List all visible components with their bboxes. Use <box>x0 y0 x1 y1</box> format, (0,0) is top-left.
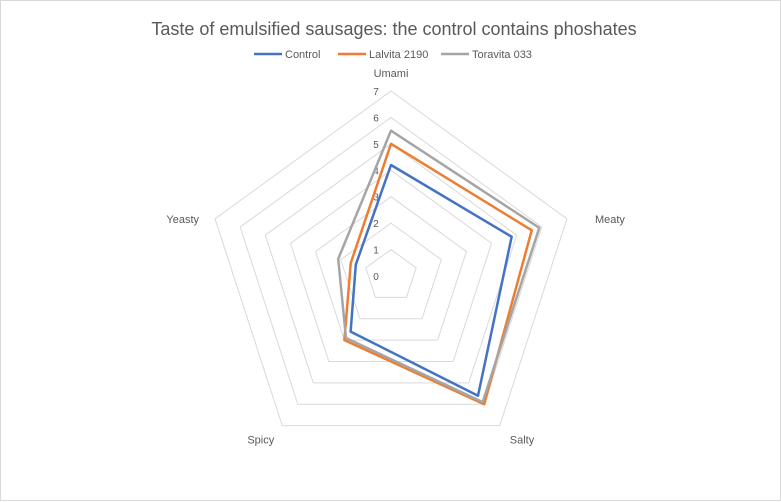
legend: Control Lalvita 2190 Toravita 033 <box>254 49 532 61</box>
grid-ring-2 <box>340 222 442 320</box>
legend-entry: Lalvita 2190 <box>369 49 428 61</box>
grid-ring-3 <box>315 196 467 341</box>
radar-grid <box>214 90 568 427</box>
tick-label: 5 <box>373 140 379 151</box>
legend-entry: Control <box>285 49 320 61</box>
tick-label: 2 <box>373 219 379 230</box>
tick-label: 0 <box>373 272 379 283</box>
tick-label: 1 <box>373 246 379 257</box>
tick-label: 3 <box>373 193 379 204</box>
grid-ring-5 <box>264 143 518 384</box>
grid-ring-6 <box>239 116 543 405</box>
chart-title: Taste of emulsified sausages: the contro… <box>151 19 636 39</box>
axis-labels: Umami Meaty Salty Spicy Yeasty <box>166 68 625 447</box>
series-line-lalvita-2190 <box>343 142 534 406</box>
axis-label-yeasty: Yeasty <box>166 214 199 226</box>
tick-label: 7 <box>373 87 379 98</box>
axis-label-umami: Umami <box>374 68 409 80</box>
axis-label-spicy: Spicy <box>247 435 274 447</box>
radial-tick-labels: 0 1 2 3 4 5 6 7 <box>373 87 379 283</box>
series-line-control <box>349 163 513 397</box>
grid-ring-7 <box>214 90 568 427</box>
axis-label-meaty: Meaty <box>595 214 625 226</box>
tick-label: 4 <box>373 166 379 177</box>
axis-label-salty: Salty <box>510 435 535 447</box>
grid-ring-1 <box>365 248 417 298</box>
legend-entry: Toravita 033 <box>472 49 532 61</box>
data-series <box>336 129 541 406</box>
series-line-toravita-033 <box>336 129 541 404</box>
tick-label: 6 <box>373 113 379 124</box>
